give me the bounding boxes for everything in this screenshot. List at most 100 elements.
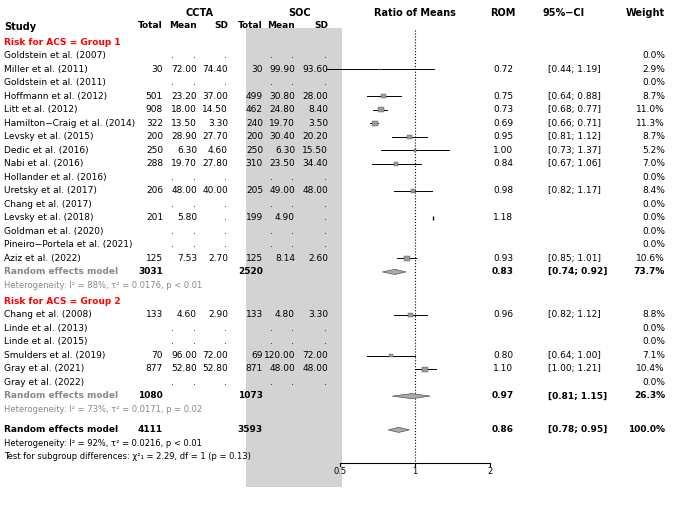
Text: 0.0%: 0.0% xyxy=(642,378,665,387)
Bar xyxy=(422,367,428,372)
Text: 23.50: 23.50 xyxy=(270,159,295,168)
Text: .: . xyxy=(270,51,272,60)
Text: 70: 70 xyxy=(151,351,163,360)
Text: .: . xyxy=(170,378,173,387)
Text: 10.6%: 10.6% xyxy=(636,254,665,263)
Text: Aziz et al. (2022): Aziz et al. (2022) xyxy=(4,254,81,263)
Text: 48.00: 48.00 xyxy=(171,186,197,195)
Text: .: . xyxy=(324,378,327,387)
Text: 0.0%: 0.0% xyxy=(642,337,665,346)
Text: 8.7%: 8.7% xyxy=(642,132,665,141)
Text: 37.00: 37.00 xyxy=(202,92,228,101)
Text: .: . xyxy=(324,173,327,182)
Text: Uretsky et al. (2017): Uretsky et al. (2017) xyxy=(4,186,97,195)
Text: 13.50: 13.50 xyxy=(171,119,197,127)
Text: 4.80: 4.80 xyxy=(275,311,295,319)
Text: 462: 462 xyxy=(246,105,263,114)
Text: .: . xyxy=(270,227,272,236)
Text: 0.96: 0.96 xyxy=(493,311,513,319)
Bar xyxy=(371,121,378,126)
Text: 0.0%: 0.0% xyxy=(642,213,665,222)
Text: Test for subgroup differences: χ²₁ = 2.29, df = 1 (p = 0.13): Test for subgroup differences: χ²₁ = 2.2… xyxy=(4,452,251,461)
Text: .: . xyxy=(193,200,196,208)
Text: .: . xyxy=(291,227,293,236)
Text: 0.93: 0.93 xyxy=(493,254,513,263)
Text: 5.80: 5.80 xyxy=(177,213,197,222)
Text: .: . xyxy=(223,51,226,60)
Bar xyxy=(379,69,380,70)
Text: 69: 69 xyxy=(251,351,263,360)
Text: 501: 501 xyxy=(146,92,163,101)
Text: 871: 871 xyxy=(246,364,263,374)
Text: 72.00: 72.00 xyxy=(171,64,197,74)
Text: .: . xyxy=(223,337,226,346)
Text: 15.50: 15.50 xyxy=(302,146,328,155)
Text: 322: 322 xyxy=(146,119,163,127)
Text: 48.00: 48.00 xyxy=(302,186,328,195)
Bar xyxy=(404,256,410,261)
Text: 72.00: 72.00 xyxy=(202,351,228,360)
Text: 1: 1 xyxy=(412,467,418,476)
Text: .: . xyxy=(291,378,293,387)
Text: 26.3%: 26.3% xyxy=(634,392,665,400)
Text: ROM: ROM xyxy=(490,8,515,18)
Text: 200: 200 xyxy=(246,132,263,141)
Text: 99.90: 99.90 xyxy=(269,64,295,74)
Text: 10.4%: 10.4% xyxy=(636,364,665,374)
Text: .: . xyxy=(223,78,226,87)
Text: 199: 199 xyxy=(246,213,263,222)
Polygon shape xyxy=(382,269,406,275)
Text: 14.50: 14.50 xyxy=(202,105,228,114)
Text: Dedic et al. (2016): Dedic et al. (2016) xyxy=(4,146,89,155)
Text: 0.75: 0.75 xyxy=(493,92,513,101)
Text: .: . xyxy=(270,240,272,249)
Text: 5.2%: 5.2% xyxy=(642,146,665,155)
Text: Chang et al. (2008): Chang et al. (2008) xyxy=(4,311,92,319)
Text: Heterogeneity: I² = 92%, τ² = 0.0216, p < 0.01: Heterogeneity: I² = 92%, τ² = 0.0216, p … xyxy=(4,439,202,448)
Text: .: . xyxy=(324,78,327,87)
Text: .: . xyxy=(291,324,293,333)
Text: .: . xyxy=(170,78,173,87)
Text: .: . xyxy=(223,200,226,208)
Text: 0.80: 0.80 xyxy=(493,351,513,360)
Text: [0.73; 1.37]: [0.73; 1.37] xyxy=(548,146,601,155)
Text: 7.53: 7.53 xyxy=(177,254,197,263)
Text: .: . xyxy=(193,78,196,87)
Bar xyxy=(414,149,416,152)
Text: Risk for ACS = Group 1: Risk for ACS = Group 1 xyxy=(4,38,121,47)
Text: 19.70: 19.70 xyxy=(171,159,197,168)
Text: 6.30: 6.30 xyxy=(177,146,197,155)
Text: 1073: 1073 xyxy=(238,392,263,400)
Text: .: . xyxy=(270,200,272,208)
Text: 49.00: 49.00 xyxy=(270,186,295,195)
Text: [0.85; 1.01]: [0.85; 1.01] xyxy=(548,254,601,263)
Bar xyxy=(378,107,384,112)
Text: .: . xyxy=(270,78,272,87)
Text: 30.80: 30.80 xyxy=(269,92,295,101)
Polygon shape xyxy=(388,427,409,432)
Bar xyxy=(394,163,398,166)
Text: Random effects model: Random effects model xyxy=(4,392,118,400)
Bar xyxy=(246,28,342,487)
Text: 1.18: 1.18 xyxy=(493,213,513,222)
Text: .: . xyxy=(324,240,327,249)
Text: 240: 240 xyxy=(246,119,263,127)
Text: 0.0%: 0.0% xyxy=(642,173,665,182)
Text: .: . xyxy=(223,227,226,236)
Text: 310: 310 xyxy=(246,159,263,168)
Text: 0.72: 0.72 xyxy=(493,64,513,74)
Text: 48.00: 48.00 xyxy=(302,364,328,374)
Text: Smulders et al. (2019): Smulders et al. (2019) xyxy=(4,351,105,360)
Text: 1.10: 1.10 xyxy=(493,364,513,374)
Text: Goldstein et al. (2011): Goldstein et al. (2011) xyxy=(4,78,106,87)
Text: .: . xyxy=(291,173,293,182)
Text: 200: 200 xyxy=(146,132,163,141)
Text: [0.44; 1.19]: [0.44; 1.19] xyxy=(548,64,601,74)
Text: 0.95: 0.95 xyxy=(493,132,513,141)
Text: 0.0%: 0.0% xyxy=(642,51,665,60)
Text: Random effects model: Random effects model xyxy=(4,425,118,434)
Text: 2.9%: 2.9% xyxy=(642,64,665,74)
Text: [1.00; 1.21]: [1.00; 1.21] xyxy=(548,364,601,374)
Text: 0.0%: 0.0% xyxy=(642,324,665,333)
Text: Heterogeneity: I² = 88%, τ² = 0.0176, p < 0.01: Heterogeneity: I² = 88%, τ² = 0.0176, p … xyxy=(4,281,202,289)
